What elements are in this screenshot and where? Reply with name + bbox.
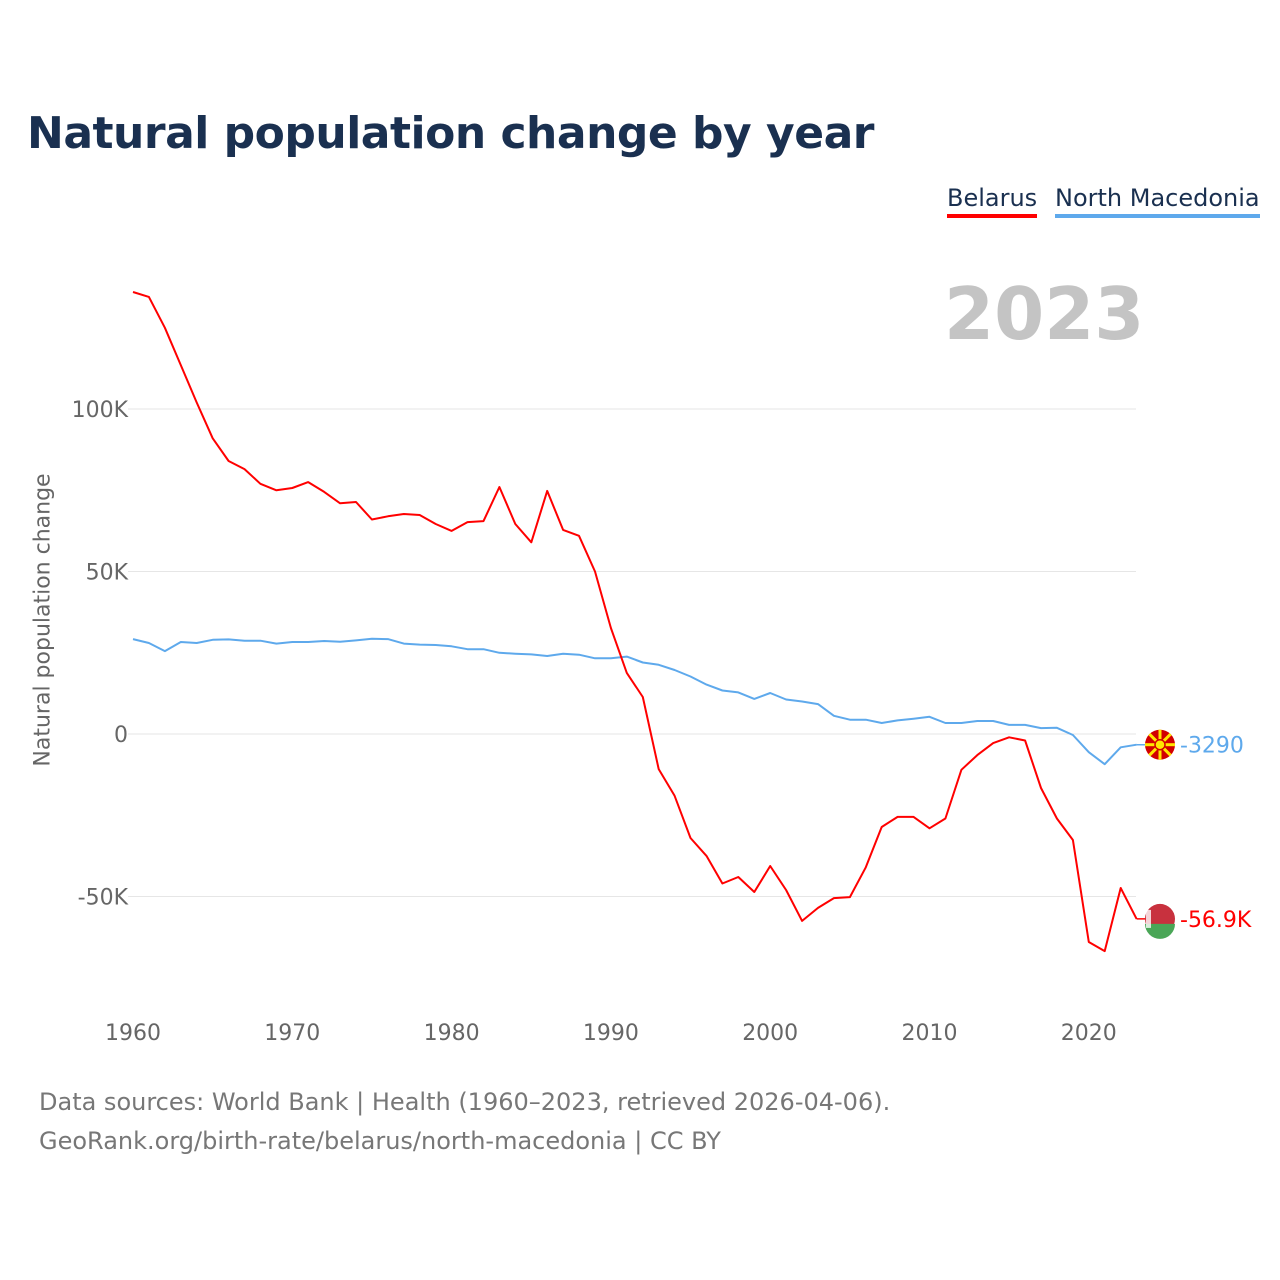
y-tick-label: 100K bbox=[72, 398, 129, 423]
belarus-flag-ornament bbox=[1146, 909, 1151, 928]
x-tick-label: 2000 bbox=[742, 1021, 798, 1046]
series-line-north-macedonia bbox=[132, 637, 1137, 766]
x-tick-label: 1980 bbox=[424, 1021, 480, 1046]
legend-north-macedonia[interactable]: North Macedonia bbox=[1055, 184, 1260, 218]
belarus-flag-green bbox=[1145, 923, 1175, 939]
x-tick-label: 2020 bbox=[1061, 1021, 1117, 1046]
end-value-label: -56.9K bbox=[1180, 908, 1252, 933]
footer-url[interactable]: GeoRank.org/birth-rate/belarus/north-mac… bbox=[39, 1127, 721, 1155]
x-tick-label: 1990 bbox=[583, 1021, 639, 1046]
x-tick-label: 2010 bbox=[902, 1021, 958, 1046]
footer-sources: Data sources: World Bank | Health (1960–… bbox=[39, 1088, 891, 1116]
x-tick-label: 1970 bbox=[264, 1021, 320, 1046]
flag-sun bbox=[1154, 738, 1166, 751]
y-tick-label: 50K bbox=[86, 561, 129, 586]
chart-title: Natural population change by year bbox=[27, 108, 874, 159]
y-tick-label: -50K bbox=[78, 886, 129, 911]
year-label: 2023 bbox=[944, 272, 1145, 356]
series-line-belarus bbox=[132, 291, 1138, 953]
end-value-label: -3290 bbox=[1180, 734, 1244, 759]
y-tick-label: 0 bbox=[114, 723, 128, 748]
legend-belarus[interactable]: Belarus bbox=[947, 184, 1038, 218]
x-tick-label: 1960 bbox=[105, 1021, 161, 1046]
